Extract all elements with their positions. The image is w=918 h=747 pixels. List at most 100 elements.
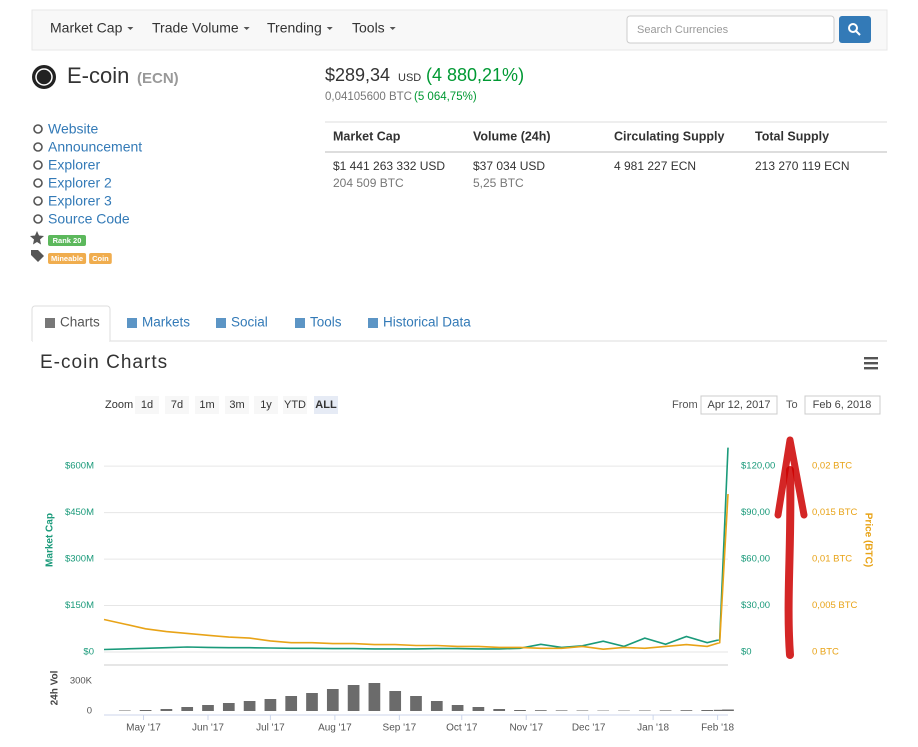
zoom-button[interactable] bbox=[314, 396, 338, 414]
zoom-button[interactable] bbox=[283, 396, 307, 414]
stat-value: 213 270 119 ECN bbox=[755, 159, 850, 173]
vol-tick-label: 300K bbox=[70, 676, 93, 687]
links: Website Announcement Explorer Explorer 2 Exp… bbox=[33, 121, 142, 227]
star-icon bbox=[30, 231, 44, 245]
nav-item[interactable]: Market Cap bbox=[50, 20, 123, 36]
volume-bar bbox=[659, 710, 672, 711]
axis-title: Price (BTC) bbox=[862, 513, 873, 567]
stat-value: $1 441 263 332 USD bbox=[333, 159, 445, 173]
x-tick-label: Nov '17 bbox=[509, 723, 543, 734]
volume-bar bbox=[680, 710, 693, 711]
volume-bar bbox=[306, 693, 318, 711]
chart-title: E-coin Charts bbox=[40, 352, 168, 373]
zoom-button[interactable] bbox=[135, 396, 159, 414]
from-input[interactable] bbox=[700, 395, 778, 415]
volume-bar bbox=[264, 699, 277, 711]
from-date[interactable]: Apr 12, 2017 bbox=[708, 399, 771, 411]
zoom-button-label[interactable]: YTD bbox=[284, 399, 306, 411]
stat-value: 204 509 BTC bbox=[333, 176, 404, 190]
to-input[interactable] bbox=[804, 395, 881, 415]
link[interactable]: Explorer bbox=[48, 157, 100, 173]
series-line bbox=[103, 447, 729, 651]
menu-button[interactable] bbox=[864, 357, 878, 370]
nav-items: Market Cap Trade Volume Trending Tools bbox=[50, 20, 396, 36]
zoom-label: Zoom bbox=[105, 399, 133, 411]
y2-tick-label: $60,00 bbox=[741, 554, 770, 565]
menu-bar bbox=[864, 367, 878, 370]
tab[interactable]: Charts bbox=[60, 315, 100, 330]
tab-icon bbox=[216, 318, 226, 328]
search-button[interactable] bbox=[839, 16, 871, 43]
x-tick-label: Sep '17 bbox=[383, 723, 417, 734]
link[interactable]: Source Code bbox=[48, 211, 130, 227]
to-date[interactable]: Feb 6, 2018 bbox=[813, 399, 872, 411]
tag-icon bbox=[31, 250, 44, 262]
stat-value: 4 981 227 ECN bbox=[614, 159, 696, 173]
tab-icon bbox=[295, 318, 305, 328]
tab-icon bbox=[45, 318, 55, 328]
tabs: Charts Markets Social Tools Historical Data bbox=[45, 315, 471, 330]
caret bbox=[243, 27, 250, 30]
zoom-button-label[interactable]: 1y bbox=[260, 399, 272, 411]
y3-tick-label: 0,01 BTC bbox=[812, 554, 852, 565]
zoom-button-label[interactable]: ALL bbox=[315, 399, 337, 411]
x-tick-label: Oct '17 bbox=[446, 723, 478, 734]
zoom-button[interactable] bbox=[254, 396, 278, 414]
nav-item[interactable]: Trending bbox=[267, 20, 322, 36]
search-icon bbox=[848, 23, 858, 33]
link[interactable]: Website bbox=[48, 121, 99, 137]
price-btc: 0,04105600 BTC bbox=[325, 91, 412, 103]
tag-badge bbox=[48, 253, 87, 264]
zoom-button[interactable] bbox=[225, 396, 249, 414]
price-btc-change: (5 064,75%) bbox=[414, 91, 477, 103]
rank-badge bbox=[48, 235, 86, 246]
tag-badge bbox=[89, 253, 112, 264]
volume-bar bbox=[243, 701, 256, 711]
volume-bar bbox=[472, 707, 485, 711]
tab[interactable]: Historical Data bbox=[383, 315, 471, 330]
zoom-button[interactable] bbox=[195, 396, 219, 414]
nav-item[interactable]: Trade Volume bbox=[152, 20, 239, 36]
price: $289,34 bbox=[325, 65, 390, 85]
caret bbox=[389, 27, 396, 30]
caret bbox=[127, 27, 134, 30]
y-tick-label: $150M bbox=[65, 600, 94, 611]
volume-bar bbox=[160, 709, 173, 711]
link[interactable]: Announcement bbox=[48, 139, 142, 155]
link[interactable]: Explorer 3 bbox=[48, 193, 112, 209]
tab[interactable]: Social bbox=[231, 315, 268, 330]
link[interactable]: Explorer 2 bbox=[48, 175, 112, 191]
x-tick-label: Feb '18 bbox=[701, 723, 734, 734]
tab[interactable]: Markets bbox=[142, 315, 190, 330]
volume-bar bbox=[555, 710, 568, 711]
series-line bbox=[103, 493, 729, 651]
plot: $0 $150M $300M $450M $600M $0 $30,00 $60,00 $90,… bbox=[45, 447, 873, 734]
zoom-button-label[interactable]: 7d bbox=[171, 399, 183, 411]
tab[interactable]: Tools bbox=[310, 315, 342, 330]
volume-bar bbox=[430, 701, 443, 711]
nav-item[interactable]: Tools bbox=[352, 20, 385, 36]
zoom-button-label[interactable]: 1m bbox=[199, 399, 214, 411]
x-tick-label: Jun '17 bbox=[192, 723, 224, 734]
price-unit: USD bbox=[398, 72, 421, 84]
volume-bar bbox=[222, 703, 235, 711]
link-icon bbox=[33, 142, 43, 152]
volume-bar bbox=[638, 710, 651, 711]
tab-icon bbox=[127, 318, 137, 328]
annotation-arrowhead bbox=[774, 436, 808, 519]
y2-tick-label: $30,00 bbox=[741, 600, 770, 611]
zoom-button-label[interactable]: 1d bbox=[141, 399, 153, 411]
link-icon bbox=[33, 124, 43, 134]
volume-bar bbox=[534, 710, 547, 711]
stat-value: $37 034 USD bbox=[473, 159, 545, 173]
y-tick-label: $300M bbox=[65, 554, 94, 565]
zoom-button-label[interactable]: 3m bbox=[229, 399, 244, 411]
search-placeholder[interactable]: Search Currencies bbox=[637, 24, 729, 36]
x-tick-label: Dec '17 bbox=[572, 723, 606, 734]
zoom-button[interactable] bbox=[165, 396, 189, 414]
tag-text: Coin bbox=[92, 254, 109, 263]
volume-bar bbox=[722, 709, 734, 711]
search-box[interactable] bbox=[626, 15, 835, 44]
active-tab bbox=[31, 305, 111, 341]
y3-tick-label: 0,015 BTC bbox=[812, 507, 858, 518]
